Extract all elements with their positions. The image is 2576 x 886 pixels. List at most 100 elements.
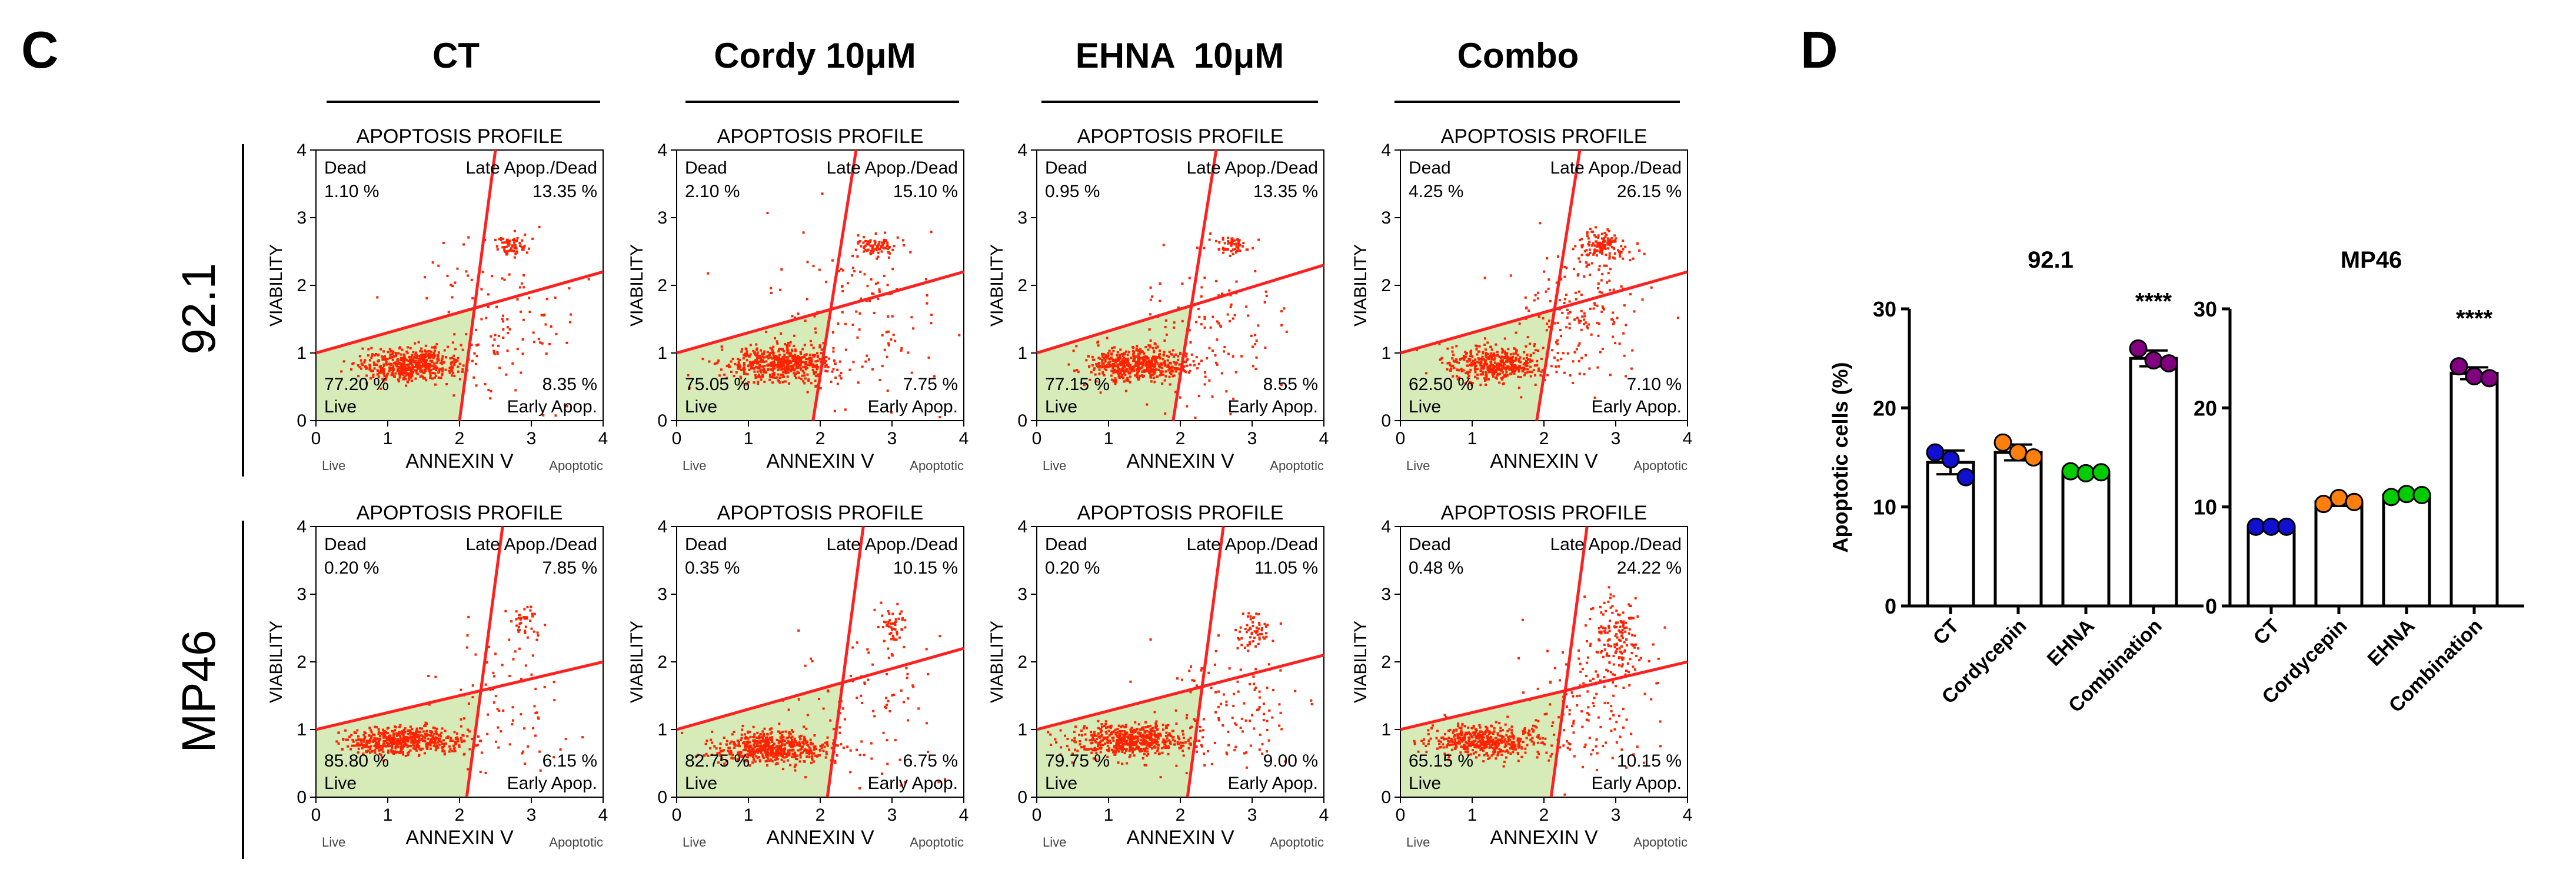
scatter-point [829,720,831,722]
scatter-point [791,748,794,751]
scatter-point [1534,374,1536,377]
scatter-point [1264,301,1266,304]
scatter-point [770,292,773,294]
scatter-point [1232,248,1234,251]
scatter-point [1237,241,1240,244]
scatter-point [1163,339,1166,342]
scatter-point [830,381,833,383]
scatter-point [881,365,884,367]
scatter-point [395,372,397,375]
scatter-point [1228,289,1230,292]
scatter-point [817,355,819,357]
x-tick-label: 3 [887,429,897,448]
scatter-point [510,620,512,622]
scatter-point [848,369,851,371]
scatter-point [364,359,366,361]
scatter-point [1502,377,1504,379]
scatter-point [1246,248,1248,251]
scatter-point [463,754,465,756]
scatter-point [1537,349,1539,352]
quadrant-dead-label: Dead [685,158,727,178]
scatter-point [883,621,886,623]
scatter-point [438,377,440,379]
scatter-point [1546,329,1548,331]
scatter-point [767,742,770,745]
scatter-point [1154,740,1157,742]
x-tick-label: 1 [744,429,754,448]
scatter-point [1139,362,1141,365]
scatter-point [496,351,498,354]
scatter-point [1226,248,1229,251]
scatter-point [409,362,411,364]
scatter-point [904,626,906,628]
scatter-point [1599,242,1601,244]
below-apoptotic-label: Apoptotic [549,458,603,473]
scatter-point [1525,363,1527,365]
scatter-point [807,379,810,382]
scatter-point [1099,358,1101,360]
scatter-point [438,351,440,354]
scatter-point [1151,733,1153,735]
scatter-point [502,328,504,331]
scatter-point [770,347,772,349]
scatter-point [1110,352,1113,355]
scatter-point [1100,744,1102,746]
scatter-point [926,302,928,305]
scatter-point [410,731,412,734]
scatter-point [1599,244,1601,247]
scatter-point [762,746,764,748]
scatter-point [429,357,431,359]
scatter-point [851,274,853,277]
scatter-point [737,364,739,366]
scatter-point [1164,360,1166,362]
scatter-point [1119,348,1121,351]
scatter-point [1245,305,1247,308]
scatter-point [1117,351,1119,354]
scatter-point [1217,322,1220,325]
scatter-point [1233,243,1236,245]
scatter-point [886,763,888,765]
scatter-point [1440,358,1442,360]
scatter-point [539,341,541,344]
scatter-point [560,748,562,751]
scatter-point [1159,282,1161,285]
scatter-point [1198,740,1200,742]
scatter-point [930,322,933,324]
scatter-point [1144,357,1147,359]
quadrant-early-value: 7.75 % [903,375,958,394]
scatter-point [390,350,392,352]
scatter-point [802,366,804,368]
scatter-point [730,361,733,363]
scatter-point [771,349,774,352]
scatter-point [1155,358,1157,361]
scatter-point [733,747,735,749]
scatter-point [1476,345,1478,348]
scatter-point [540,770,542,772]
scatter-point [763,371,766,374]
scatter-point [891,622,894,625]
scatter-point [362,741,365,743]
scatter-point [541,314,543,317]
scatter-point [725,744,728,746]
scatter-point [430,748,432,750]
scatter-point [405,358,407,361]
scatter-point [1173,327,1175,329]
scatter-point [1113,365,1116,368]
scatter-point [762,738,764,741]
scatter-point [1097,748,1099,750]
scatter-point [1055,741,1057,744]
scatter-point [707,272,709,275]
scatter-point [883,732,885,734]
scatter-point [444,349,446,352]
scatter-point [1162,374,1164,376]
scatter-point [891,612,894,615]
scatter-point [930,231,933,233]
scatter-point [876,258,878,260]
scatter-point [410,347,412,349]
scatter-point [1518,361,1520,363]
scatter-point [814,331,817,334]
scatter-point [1240,355,1243,358]
scatter-point [1116,354,1118,357]
scatter-point [460,737,462,740]
scatter-point [1485,363,1487,365]
